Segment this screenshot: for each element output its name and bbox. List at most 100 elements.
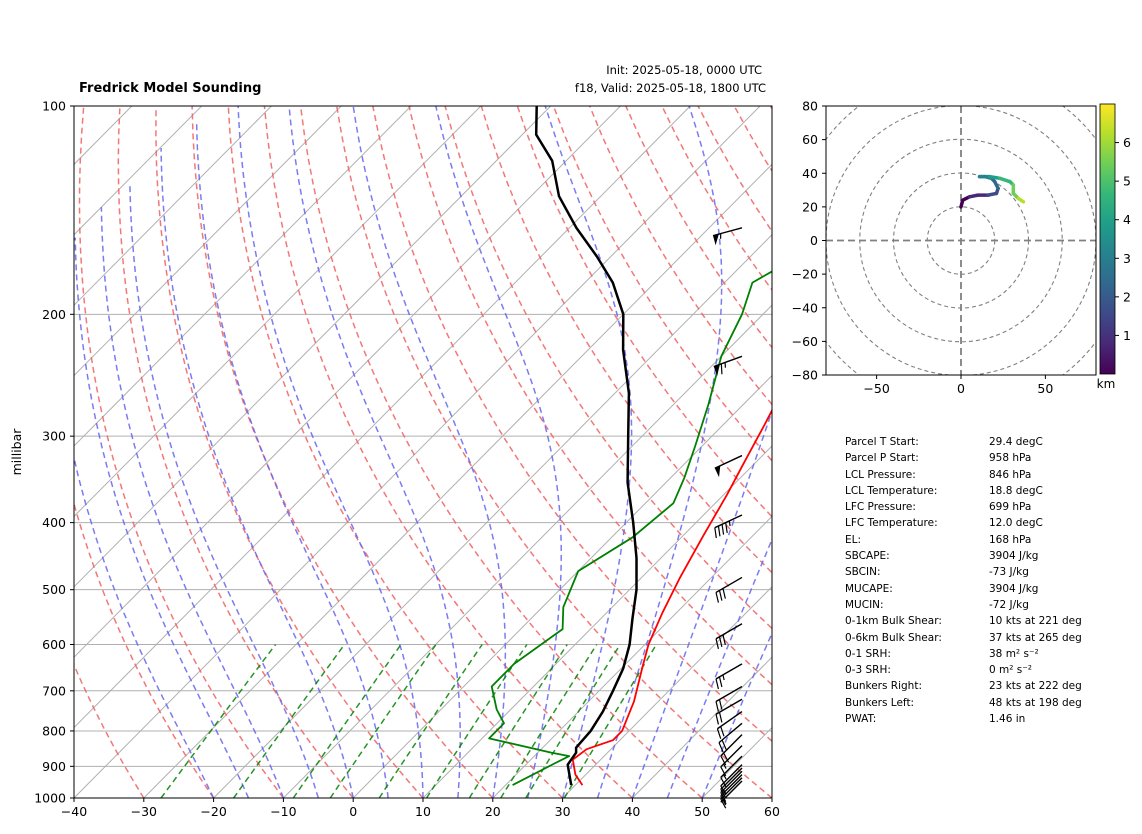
- isotherm-line: [283, 304, 772, 798]
- x-tick-label: −40: [61, 804, 87, 819]
- dry-adiabat: [335, 106, 772, 798]
- moist-adiabat: [74, 237, 250, 798]
- parameter-value: 168 hPa: [989, 533, 1032, 546]
- moist-adiabat: [666, 537, 772, 798]
- colorbar-tick-label: 4: [1123, 212, 1131, 227]
- isotherm-line: [352, 374, 772, 798]
- wind-barb: [714, 514, 743, 539]
- mixing-ratio-line: [329, 644, 437, 798]
- parameter-label: SBCAPE:: [845, 550, 890, 563]
- skewt-frame: [73, 105, 773, 799]
- parameter-value: 3904 J/kg: [989, 550, 1039, 563]
- x-tick-label: 20: [485, 804, 501, 819]
- y-tick-label: 300: [42, 429, 66, 444]
- dry-adiabat: [408, 106, 772, 686]
- parameter-row: 0-3 SRH: 0 m² s⁻²: [845, 664, 1105, 680]
- parameter-row: Bunkers Left: 48 kts at 198 deg: [845, 697, 1105, 713]
- isotherm-line: [632, 656, 772, 798]
- mixing-ratio-line: [525, 644, 621, 798]
- parameter-row: Bunkers Right: 23 kts at 222 deg: [845, 680, 1105, 696]
- isotherm-line: [74, 106, 482, 518]
- dry-adiabat: [117, 106, 354, 798]
- y-tick-label: 100: [42, 99, 66, 114]
- parameter-row: MUCAPE: 3904 J/kg: [845, 583, 1105, 599]
- hodograph-rings: [826, 106, 1096, 375]
- init-time: Init: 2025-05-18, 0000 UTC: [606, 63, 762, 77]
- dry-adiabat: [444, 106, 772, 630]
- parameter-row: 0-1km Bulk Shear: 10 kts at 221 deg: [845, 615, 1105, 631]
- height-colorbar: 1 2 3 4 5 6 km: [1097, 103, 1131, 391]
- isotherm-line: [74, 106, 761, 798]
- parameter-value: -73 J/kg: [989, 566, 1029, 579]
- parameter-value: 10 kts at 221 deg: [989, 615, 1082, 628]
- parameter-label: MUCIN:: [845, 598, 884, 611]
- dry-adiabat: [552, 106, 772, 462]
- parameter-row: Parcel P Start: 958 hPa: [845, 452, 1105, 468]
- mixing-ratio-line: [160, 644, 277, 798]
- hodograph-axes: −50 0 50 80 60 40 20 0 −20 −40 −60 −80: [792, 99, 1054, 397]
- dry-adiabat: [589, 106, 772, 406]
- wind-barb: [715, 663, 743, 690]
- dry-adiabat: [372, 106, 772, 743]
- hodograph-segment: [998, 176, 1012, 184]
- wind-barb: [720, 734, 743, 766]
- moist-adiabat: [288, 106, 461, 798]
- parameter-row: LFC Temperature: 12.0 degC: [845, 517, 1105, 533]
- moist-adiabat: [129, 184, 320, 798]
- parameter-row: 0-6km Bulk Shear: 37 kts at 265 deg: [845, 632, 1105, 648]
- moist-adiabat: [596, 106, 723, 798]
- x-tick-label: 30: [555, 804, 571, 819]
- parameter-label: 0-3 SRH:: [845, 664, 891, 677]
- hodograph: −50 0 50 80 60 40 20 0 −20 −40 −60 −80: [792, 99, 1097, 397]
- parameter-label: Parcel T Start:: [845, 436, 919, 448]
- dewpoint-line: [488, 270, 772, 786]
- mixing-ratio-line: [425, 644, 528, 798]
- moist-adiabat: [435, 106, 562, 798]
- wind-barb: [715, 623, 743, 650]
- isotherm-line: [74, 106, 412, 447]
- y-tick-label: 1000: [34, 791, 66, 806]
- x-tick-label: 40: [624, 804, 640, 819]
- isotherm-line: [74, 106, 621, 658]
- wind-barb: [716, 710, 743, 739]
- wind-barb: [720, 767, 743, 799]
- moist-adiabat: [100, 207, 285, 798]
- hodo-y-tick-label: −80: [792, 368, 818, 383]
- mixing-ratio-line: [468, 644, 568, 798]
- wind-barb: [720, 770, 743, 802]
- isotherm-line: [74, 106, 552, 588]
- x-tick-label: −30: [131, 804, 157, 819]
- dry-adiabat: [155, 106, 424, 798]
- hodo-y-tick-label: −60: [792, 334, 818, 349]
- parameter-value: -72 J/kg: [989, 598, 1029, 611]
- hodo-y-tick-label: 0: [810, 233, 818, 248]
- colorbar-tick-label: 1: [1123, 328, 1131, 343]
- hodograph-segment: [1016, 196, 1026, 204]
- wind-barb: [718, 722, 743, 753]
- isotherm-line: [74, 106, 203, 236]
- hodo-y-tick-label: 60: [802, 132, 818, 147]
- wind-barbs: [712, 227, 743, 809]
- parameter-value: 1.46 in: [989, 713, 1026, 726]
- y-tick-label: 600: [42, 637, 66, 652]
- skewt-axes: −40 −30 −20 −10 0 10 20 30 40 50 60 100 200 300 400 500…: [34, 99, 780, 820]
- mixing-ratio-line: [500, 644, 598, 798]
- parameter-label: LFC Pressure:: [845, 501, 916, 514]
- parameter-label: LCL Pressure:: [845, 468, 916, 481]
- mixing-ratio-line: [292, 644, 402, 798]
- parameter-row: Parcel T Start: 29.4 degC: [845, 436, 1105, 452]
- parameter-row: EL: 168 hPa: [845, 534, 1105, 550]
- colorbar-tick-label: 6: [1123, 135, 1131, 150]
- isotherm-line: [562, 586, 772, 798]
- moist-adiabat: [631, 408, 772, 798]
- wind-barb: [713, 355, 743, 376]
- skewt-grid: [74, 106, 772, 798]
- moist-adiabat: [160, 147, 354, 798]
- hodo-x-tick-label: 0: [957, 381, 965, 396]
- dry-adiabat: [299, 106, 703, 798]
- hodo-y-tick-label: 40: [802, 166, 818, 181]
- hodo-y-tick-label: −20: [792, 267, 818, 282]
- y-tick-label: 400: [42, 515, 66, 530]
- colorbar-tick-label: 5: [1123, 174, 1131, 189]
- parameter-row: LCL Pressure: 846 hPa: [845, 469, 1105, 485]
